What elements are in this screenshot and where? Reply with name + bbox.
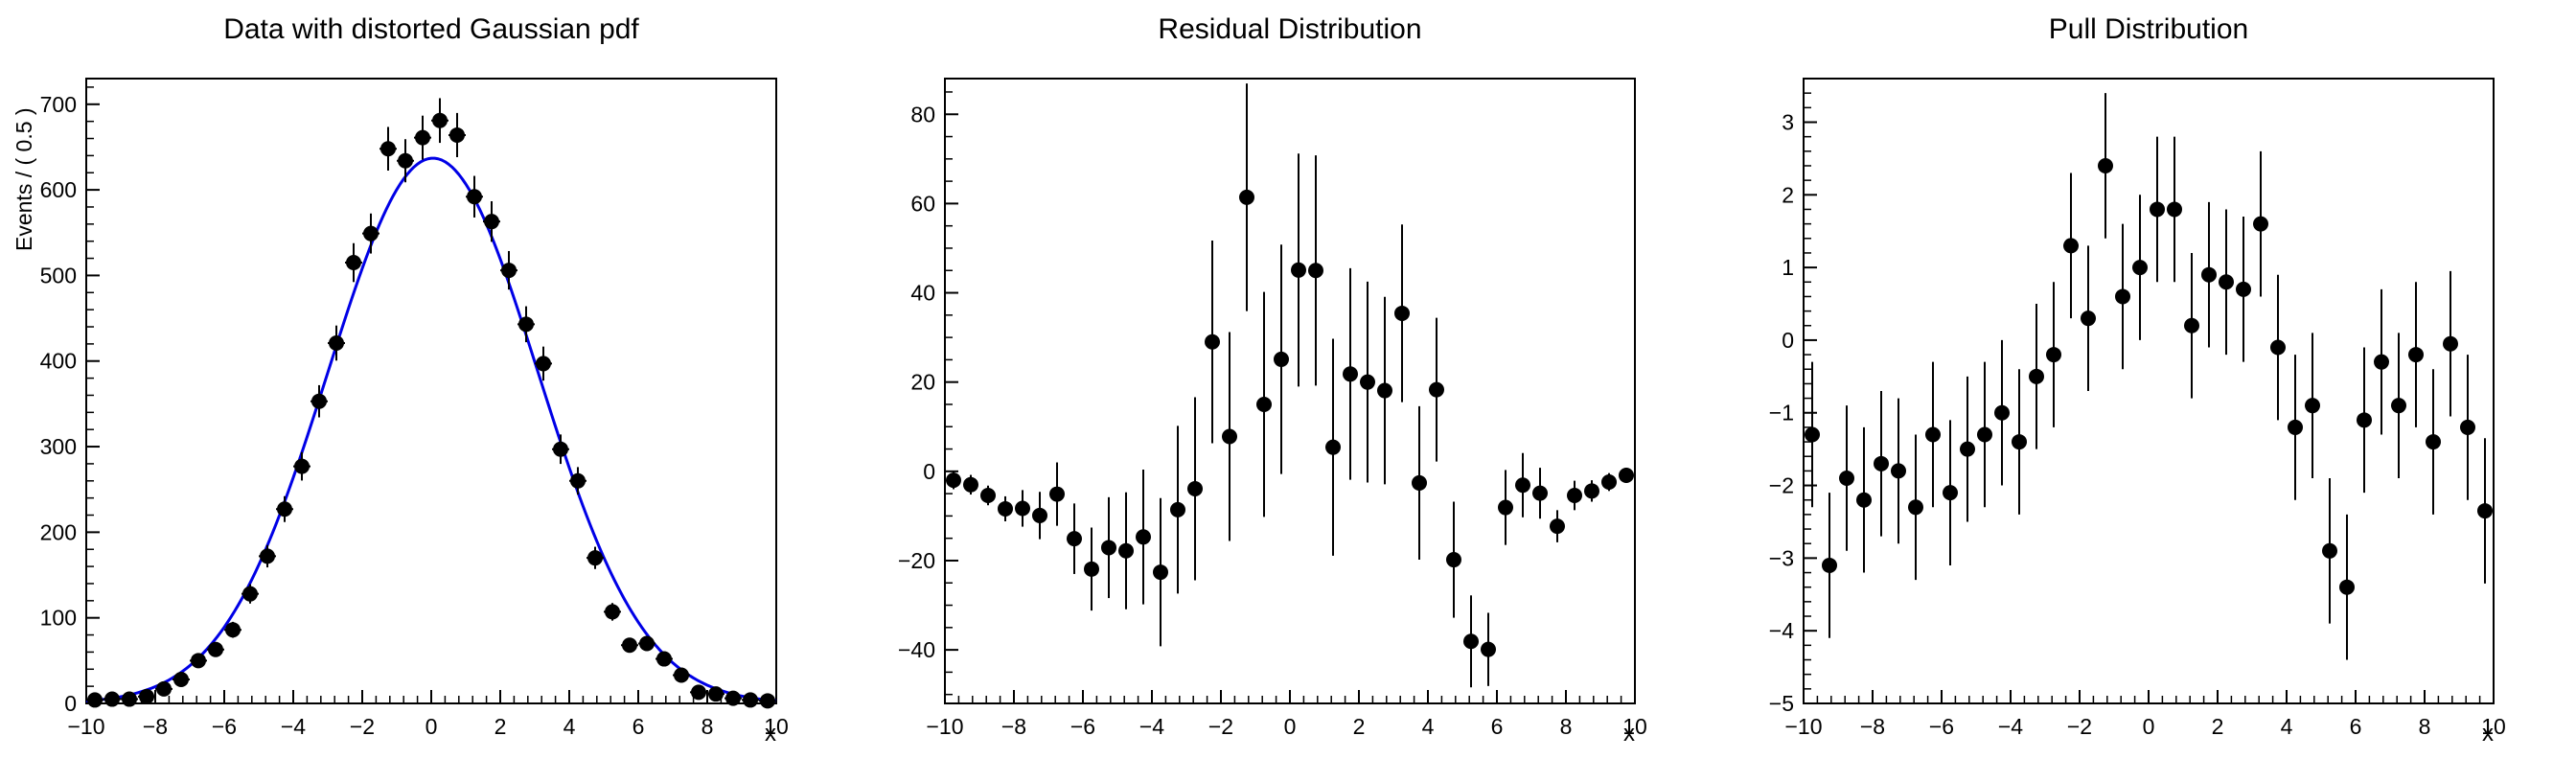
svg-text:−6: −6 <box>1929 714 1954 739</box>
svg-text:−3: −3 <box>1769 545 1794 570</box>
svg-text:−4: −4 <box>281 714 306 739</box>
svg-text:8: 8 <box>702 714 714 739</box>
svg-text:−4: −4 <box>1139 714 1164 739</box>
svg-text:40: 40 <box>910 281 935 306</box>
svg-text:2: 2 <box>2212 714 2224 739</box>
svg-text:−1: −1 <box>1769 401 1794 426</box>
svg-text:−8: −8 <box>1001 714 1026 739</box>
svg-text:700: 700 <box>40 92 77 117</box>
svg-text:−2: −2 <box>1208 714 1233 739</box>
svg-text:8: 8 <box>1560 714 1573 739</box>
svg-text:20: 20 <box>910 370 935 395</box>
svg-text:600: 600 <box>40 177 77 202</box>
svg-text:−2: −2 <box>1769 473 1794 498</box>
svg-text:1: 1 <box>1782 255 1794 280</box>
svg-text:500: 500 <box>40 263 77 288</box>
svg-text:−4: −4 <box>1998 714 2023 739</box>
svg-text:400: 400 <box>40 349 77 374</box>
svg-text:300: 300 <box>40 434 77 459</box>
svg-text:0: 0 <box>1284 714 1297 739</box>
data-markers <box>87 112 775 709</box>
svg-text:−4: −4 <box>1769 618 1794 643</box>
svg-text:0: 0 <box>2143 714 2155 739</box>
svg-text:3: 3 <box>1782 109 1794 134</box>
svg-text:−5: −5 <box>1769 691 1794 716</box>
svg-text:200: 200 <box>40 519 77 544</box>
svg-text:−40: −40 <box>898 637 935 662</box>
svg-text:−2: −2 <box>2067 714 2092 739</box>
svg-text:6: 6 <box>632 714 645 739</box>
svg-text:−6: −6 <box>1070 714 1095 739</box>
svg-text:−10: −10 <box>67 714 104 739</box>
panel-residual: Residual Distribution −10 −8 −6 −4 −2 0 2 4 6 8 10… <box>859 0 1717 782</box>
svg-text:−8: −8 <box>1860 714 1885 739</box>
svg-text:−10: −10 <box>1784 714 1822 739</box>
svg-text:0: 0 <box>426 714 438 739</box>
svg-text:2: 2 <box>494 714 507 739</box>
svg-text:100: 100 <box>40 606 77 631</box>
data-markers <box>946 189 1634 657</box>
svg-text:−20: −20 <box>898 548 935 573</box>
panel-title: Pull Distribution <box>2048 13 2249 45</box>
panel-data-fit: Data with distorted Gaussian pdf Events … <box>0 0 859 782</box>
svg-text:10: 10 <box>1622 714 1647 739</box>
panel-pull: Pull Distribution −10 −8 −6 −4 −2 0 2 4 6 8 10 −5 −4… <box>1717 0 2576 782</box>
panel-title: Residual Distribution <box>1158 13 1422 45</box>
svg-text:−8: −8 <box>143 714 168 739</box>
svg-text:2: 2 <box>1353 714 1366 739</box>
svg-text:6: 6 <box>2350 714 2362 739</box>
svg-text:10: 10 <box>764 714 789 739</box>
svg-text:0: 0 <box>923 459 935 484</box>
panel-title: Data with distorted Gaussian pdf <box>223 13 639 45</box>
svg-text:10: 10 <box>2481 714 2506 739</box>
fit-curve <box>85 156 777 702</box>
svg-text:0: 0 <box>1782 328 1794 353</box>
svg-text:0: 0 <box>64 691 77 716</box>
error-bars <box>953 83 1627 688</box>
svg-text:60: 60 <box>910 191 935 216</box>
svg-text:80: 80 <box>910 102 935 126</box>
x-axis-title: x <box>2482 721 2494 747</box>
svg-text:8: 8 <box>2419 714 2431 739</box>
error-bars <box>1811 93 2486 660</box>
svg-text:4: 4 <box>564 714 576 739</box>
data-markers <box>1805 157 2493 595</box>
svg-text:4: 4 <box>2281 714 2293 739</box>
svg-text:−6: −6 <box>212 714 237 739</box>
x-axis-title: x <box>765 721 776 747</box>
svg-text:2: 2 <box>1782 182 1794 207</box>
svg-text:6: 6 <box>1491 714 1504 739</box>
x-axis-title: x <box>1623 721 1635 747</box>
svg-text:−10: −10 <box>926 714 963 739</box>
svg-text:4: 4 <box>1422 714 1435 739</box>
svg-text:−2: −2 <box>350 714 375 739</box>
error-bars <box>86 98 776 702</box>
